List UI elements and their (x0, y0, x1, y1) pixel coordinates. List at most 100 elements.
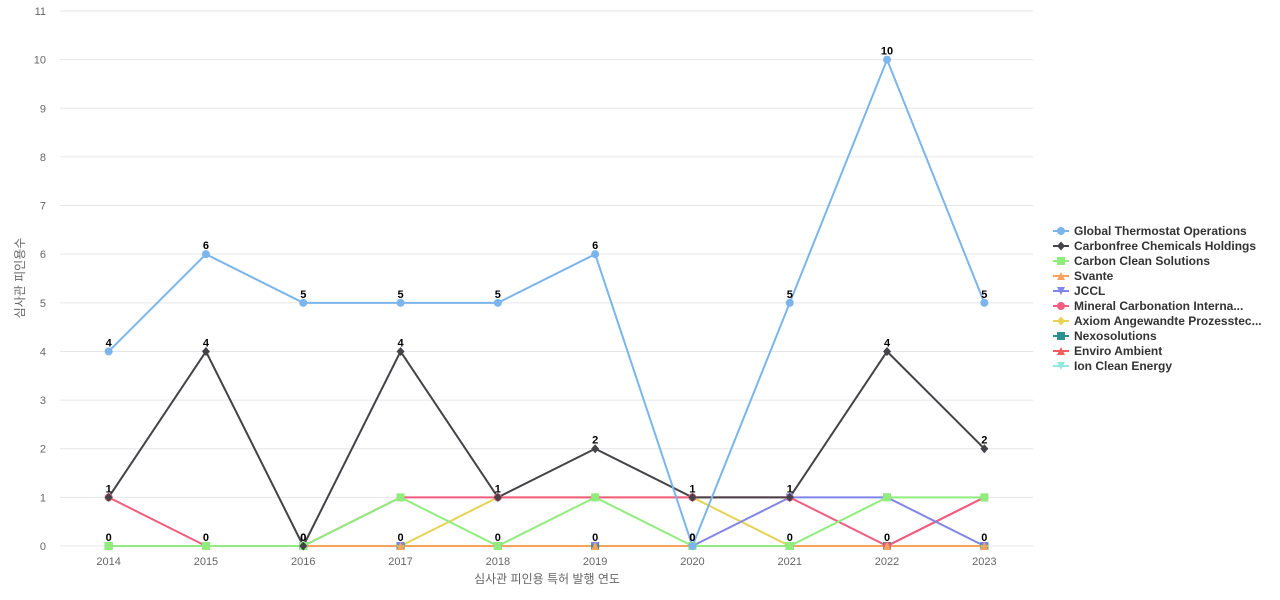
x-axis-ticks: 2014 2015 2016 2017 2018 2019 2020 2021 2022 2023 (96, 556, 996, 568)
series-markers (104, 55, 989, 551)
data-label: 0 (787, 532, 793, 544)
data-point (396, 298, 405, 307)
data-point (591, 542, 600, 550)
data-label: 0 (884, 532, 890, 544)
data-label: 5 (300, 289, 306, 301)
legend-label: Carbonfree Chemicals Holdings (1074, 239, 1256, 253)
data-point (1057, 347, 1065, 355)
y-tick-label: 0 (40, 541, 46, 553)
data-point (980, 444, 989, 454)
data-label: 0 (203, 532, 209, 544)
data-point (104, 347, 113, 356)
legend-label: Enviro Ambient (1074, 344, 1162, 358)
legend-item: Carbonfree Chemicals Holdings (1053, 239, 1256, 253)
data-point (883, 493, 892, 502)
data-point (104, 492, 113, 502)
data-label: 4 (397, 337, 404, 349)
x-axis-title: 심사관 피인용 특허 발행 연도 (474, 571, 620, 586)
data-point (493, 492, 502, 502)
legend-item: Mineral Carbonation Interna... (1053, 299, 1243, 313)
legend-item: Global Thermostat Operations (1053, 224, 1247, 238)
data-label: 1 (689, 483, 695, 495)
data-point (299, 541, 308, 551)
y-tick-label: 4 (40, 346, 46, 358)
legend-label: JCCL (1074, 284, 1105, 298)
y-tick-label: 2 (40, 444, 46, 456)
y-tick-label: 3 (40, 395, 46, 407)
data-point (1057, 362, 1065, 370)
legend-label: Ion Clean Energy (1074, 359, 1172, 373)
data-point (396, 542, 405, 550)
x-tick-label: 2023 (972, 556, 996, 568)
legend-item: Carbon Clean Solutions (1053, 254, 1210, 268)
data-point (201, 542, 210, 550)
series-lines (107, 58, 986, 547)
series-line (107, 350, 986, 547)
legend-item: JCCL (1053, 284, 1105, 298)
x-tick-label: 2016 (291, 556, 315, 568)
data-point (591, 493, 600, 502)
x-tick-label: 2022 (875, 556, 899, 568)
data-point (201, 250, 210, 259)
data-point (980, 493, 989, 502)
x-tick-label: 2021 (778, 556, 802, 568)
x-tick-label: 2018 (486, 556, 510, 568)
data-label: 10 (881, 46, 893, 58)
data-label: 5 (397, 289, 403, 301)
data-point (980, 298, 989, 307)
data-point (396, 346, 405, 356)
y-tick-label: 5 (40, 298, 46, 310)
data-point (1057, 241, 1065, 251)
data-point (591, 250, 600, 259)
legend-label: Carbon Clean Solutions (1074, 254, 1210, 268)
data-point (688, 542, 697, 550)
data-point (883, 55, 892, 64)
data-label: 0 (300, 532, 306, 544)
data-label: 1 (106, 483, 112, 495)
data-label: 5 (981, 289, 987, 301)
x-tick-label: 2015 (194, 556, 218, 568)
data-label: 0 (592, 532, 598, 544)
series-line (108, 496, 985, 547)
x-tick-label: 2020 (680, 556, 704, 568)
data-point (1057, 316, 1065, 326)
data-point (883, 542, 892, 550)
data-label: 0 (689, 532, 695, 544)
legend-label: Svante (1074, 269, 1114, 283)
data-label: 2 (981, 435, 987, 447)
legend-label: Mineral Carbonation Interna... (1074, 299, 1243, 313)
x-tick-label: 2019 (583, 556, 607, 568)
y-axis-ticks: 0 1 2 3 4 5 6 7 8 9 10 11 (34, 6, 46, 553)
data-point (980, 542, 989, 550)
data-point (688, 492, 697, 502)
data-label: 0 (397, 532, 403, 544)
y-tick-label: 1 (40, 492, 46, 504)
data-label: 0 (689, 532, 695, 544)
data-point (1057, 257, 1065, 265)
data-label: 6 (203, 240, 209, 252)
data-point (1057, 227, 1065, 235)
data-label: 5 (787, 289, 793, 301)
data-point (785, 298, 794, 307)
y-tick-label: 6 (40, 249, 46, 261)
legend-label: Global Thermostat Operations (1074, 224, 1247, 238)
y-tick-label: 7 (40, 201, 46, 213)
data-label: 4 (203, 337, 210, 349)
data-point (493, 542, 502, 550)
legend-item: Ion Clean Energy (1053, 359, 1172, 373)
data-point (1057, 302, 1065, 310)
y-tick-label: 9 (40, 103, 46, 115)
data-point (396, 493, 405, 502)
data-label: 0 (495, 532, 501, 544)
x-tick-label: 2017 (388, 556, 412, 568)
y-tick-label: 8 (40, 152, 46, 164)
data-label: 2 (592, 435, 598, 447)
data-label: 1 (495, 483, 501, 495)
legend-item: Axiom Angewandte Prozesstec... (1053, 314, 1262, 328)
legend-item: Svante (1053, 269, 1114, 283)
legend-item: Nexosolutions (1053, 329, 1157, 343)
y-axis-title: 심사관 피인용수 (13, 238, 27, 319)
